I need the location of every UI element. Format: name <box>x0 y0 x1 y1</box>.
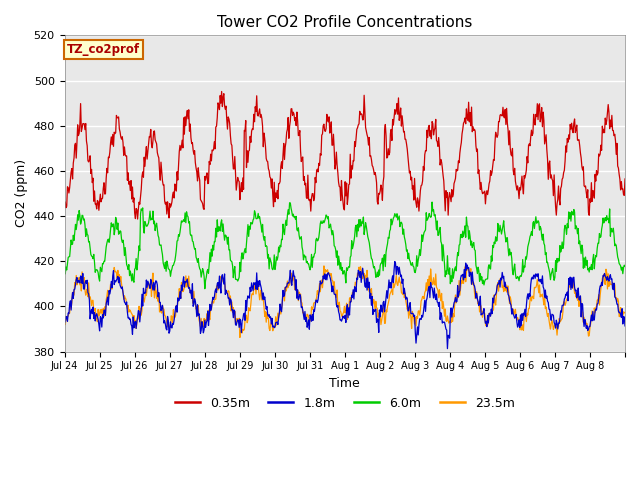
Legend: 0.35m, 1.8m, 6.0m, 23.5m: 0.35m, 1.8m, 6.0m, 23.5m <box>170 392 520 415</box>
23.5m <box>127 308 134 313</box>
6.0m <box>428 199 436 205</box>
0.35m <box>404 155 412 160</box>
6.0m <box>403 247 411 252</box>
1.8m <box>403 296 411 301</box>
Title: Tower CO2 Profile Concentrations: Tower CO2 Profile Concentrations <box>217 15 472 30</box>
Line: 1.8m: 1.8m <box>65 262 625 348</box>
0.35m <box>134 216 141 222</box>
0.35m <box>259 123 266 129</box>
23.5m <box>230 305 237 311</box>
1.8m <box>127 316 134 322</box>
0.35m <box>436 144 444 150</box>
1.8m <box>61 319 68 325</box>
X-axis label: Time: Time <box>330 377 360 390</box>
23.5m <box>621 310 629 315</box>
6.0m <box>258 229 266 235</box>
0.35m <box>218 89 225 95</box>
23.5m <box>436 287 444 292</box>
Text: TZ_co2prof: TZ_co2prof <box>67 43 140 56</box>
Y-axis label: CO2 (ppm): CO2 (ppm) <box>15 159 28 228</box>
1.8m <box>257 285 265 290</box>
6.0m <box>621 263 629 269</box>
Line: 6.0m: 6.0m <box>65 202 625 289</box>
23.5m <box>404 305 412 311</box>
23.5m <box>61 314 68 320</box>
6.0m <box>201 286 209 292</box>
23.5m <box>279 289 287 295</box>
1.8m <box>444 346 451 351</box>
6.0m <box>279 221 287 227</box>
0.35m <box>61 204 68 210</box>
1.8m <box>230 315 237 321</box>
6.0m <box>230 267 238 273</box>
1.8m <box>435 303 442 309</box>
6.0m <box>127 268 134 274</box>
1.8m <box>621 323 629 329</box>
0.35m <box>127 188 134 193</box>
23.5m <box>258 297 266 303</box>
23.5m <box>320 263 328 269</box>
Line: 0.35m: 0.35m <box>65 92 625 219</box>
1.8m <box>278 299 286 304</box>
0.35m <box>280 141 287 146</box>
6.0m <box>61 259 68 265</box>
0.35m <box>231 154 239 159</box>
Line: 23.5m: 23.5m <box>65 266 625 337</box>
23.5m <box>236 335 244 340</box>
0.35m <box>621 176 629 182</box>
1.8m <box>391 259 399 264</box>
6.0m <box>436 227 444 233</box>
